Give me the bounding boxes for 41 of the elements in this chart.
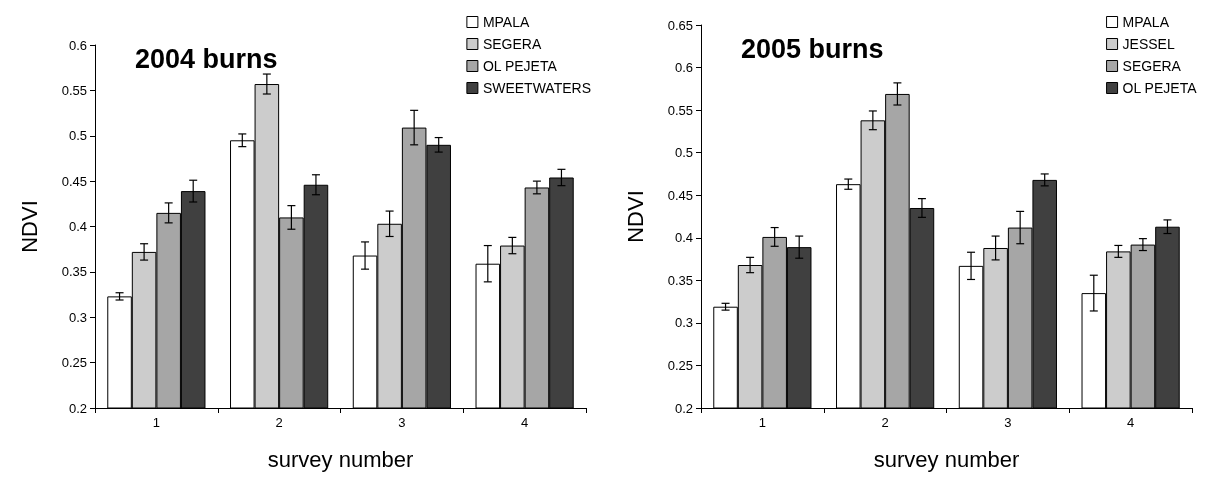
y-tick-label: 0.6 xyxy=(68,37,87,53)
legend-label: MPALA xyxy=(1122,14,1170,30)
x-axis-title: survey number xyxy=(873,446,1020,472)
legend-label: SWEETWATERS xyxy=(482,80,592,96)
x-tick-label: 4 xyxy=(521,415,529,430)
y-tick-label: 0.35 xyxy=(667,272,693,288)
legend-label: OL PEJETA xyxy=(482,58,558,74)
y-tick-label: 0.55 xyxy=(667,102,693,118)
x-tick-label: 2 xyxy=(275,415,283,430)
y-tick-label: 0.3 xyxy=(674,315,693,331)
y-tick-label: 0.65 xyxy=(667,17,693,33)
y-tick-label: 0.5 xyxy=(68,128,87,144)
y-tick-label: 0.5 xyxy=(674,145,693,161)
x-tick-label: 3 xyxy=(1004,415,1012,430)
legend-label: MPALA xyxy=(482,14,530,30)
legend-label: JESSEL xyxy=(1122,36,1175,52)
chart-title: 2004 burns xyxy=(135,43,278,74)
y-tick-label: 0.45 xyxy=(667,187,693,203)
y-tick-label: 0.25 xyxy=(667,357,693,373)
y-tick-label: 0.6 xyxy=(674,60,693,76)
y-tick-label: 0.4 xyxy=(674,230,693,246)
x-axis-title: survey number xyxy=(267,446,414,472)
y-tick-label: 0.55 xyxy=(61,82,87,98)
y-tick-label: 0.3 xyxy=(68,309,87,325)
legend-label: OL PEJETA xyxy=(1122,80,1198,96)
legend-label: SEGERA xyxy=(1122,58,1182,74)
x-tick-label: 4 xyxy=(1127,415,1135,430)
x-tick-label: 1 xyxy=(152,415,160,430)
x-tick-label: 1 xyxy=(758,415,766,430)
y-tick-label: 0.2 xyxy=(68,400,87,416)
y-tick-label: 0.4 xyxy=(68,219,87,234)
x-tick-label: 3 xyxy=(398,415,406,430)
y-tick-label: 0.35 xyxy=(61,264,87,280)
chart-title: 2005 burns xyxy=(741,33,884,64)
legend-label: SEGERA xyxy=(482,36,542,52)
y-axis-title: NDVI xyxy=(622,190,648,243)
x-tick-label: 2 xyxy=(881,415,889,430)
y-axis-title: NDVI xyxy=(16,200,42,253)
y-tick-label: 0.25 xyxy=(61,355,87,371)
y-tick-label: 0.45 xyxy=(61,173,87,189)
y-tick-label: 0.2 xyxy=(674,400,693,416)
